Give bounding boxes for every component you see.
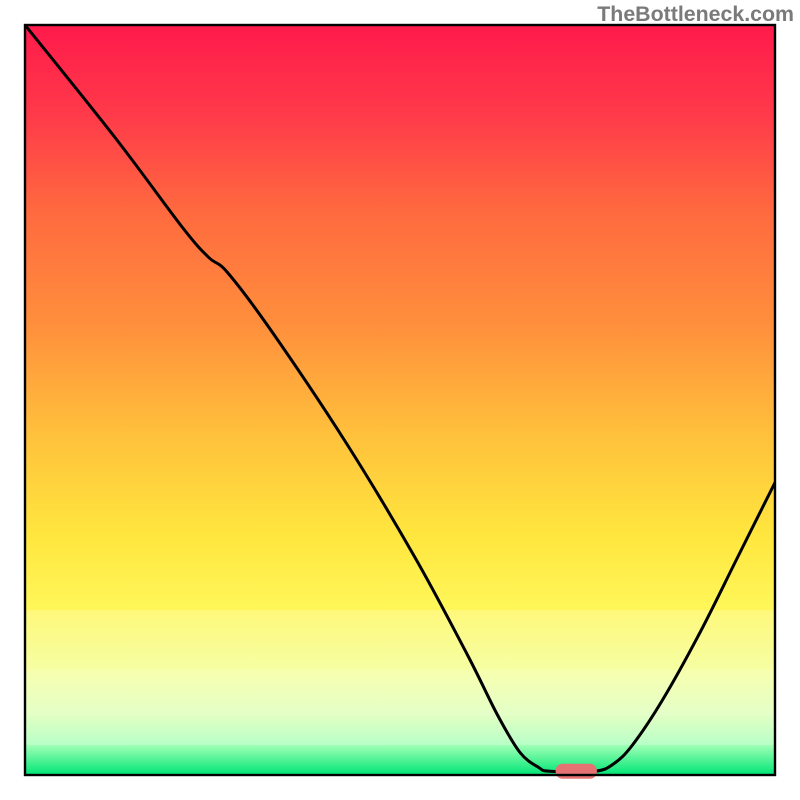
band <box>25 670 775 715</box>
band-overlays <box>25 610 775 745</box>
plot-area <box>25 25 775 779</box>
bottleneck-chart <box>0 0 800 800</box>
stage: TheBottleneck.com <box>0 0 800 800</box>
optimal-marker <box>556 764 597 779</box>
band <box>25 610 775 670</box>
band <box>25 715 775 745</box>
attribution-text: TheBottleneck.com <box>597 2 794 27</box>
